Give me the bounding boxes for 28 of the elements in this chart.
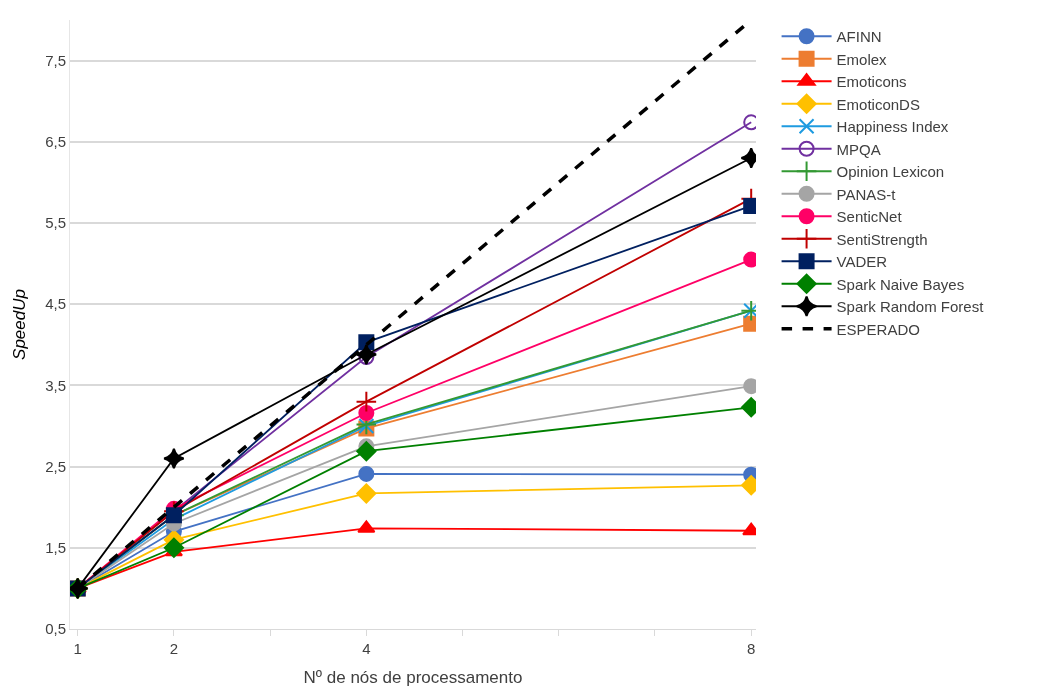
- x-tick-label: 4: [362, 640, 371, 657]
- legend-label: Emolex: [836, 50, 888, 68]
- legend-label: Emoticons: [836, 73, 907, 91]
- y-tick-label: 6,5: [45, 133, 66, 151]
- legend-label: Spark Random Forest: [836, 298, 985, 316]
- legend-label: SentiStrength: [836, 230, 928, 248]
- legend-label: SenticNet: [836, 208, 903, 226]
- y-tick-label: 3,5: [45, 376, 66, 394]
- legend-label: PANAS-t: [836, 185, 897, 203]
- y-tick-label: 1,5: [45, 539, 66, 557]
- y-tick-label: 0,5: [45, 620, 66, 638]
- x-tick-label: 8: [747, 640, 756, 657]
- y-tick-label: 7,5: [45, 51, 66, 69]
- legend-label: VADER: [836, 253, 888, 271]
- y-axis-title: SpeedUp: [9, 289, 29, 360]
- y-tick-label: 2,5: [45, 457, 66, 475]
- legend-label: MPQA: [836, 140, 881, 158]
- legend-label: AFINN: [836, 28, 882, 46]
- legend-label: ESPERADO: [836, 320, 920, 338]
- legend-label: Opinion Lexicon: [836, 163, 945, 181]
- legend-label: EmoticonDS: [836, 95, 920, 113]
- y-tick-label: 5,5: [45, 214, 66, 232]
- legend-label: Spark Naive Bayes: [836, 275, 965, 293]
- x-axis-title: Nº de nós de processamento: [303, 668, 523, 688]
- x-tick-label: 1: [73, 640, 82, 657]
- y-tick-label: 4,5: [45, 295, 66, 313]
- x-tick-label: 2: [169, 640, 179, 657]
- legend-label: Happiness Index: [836, 118, 949, 136]
